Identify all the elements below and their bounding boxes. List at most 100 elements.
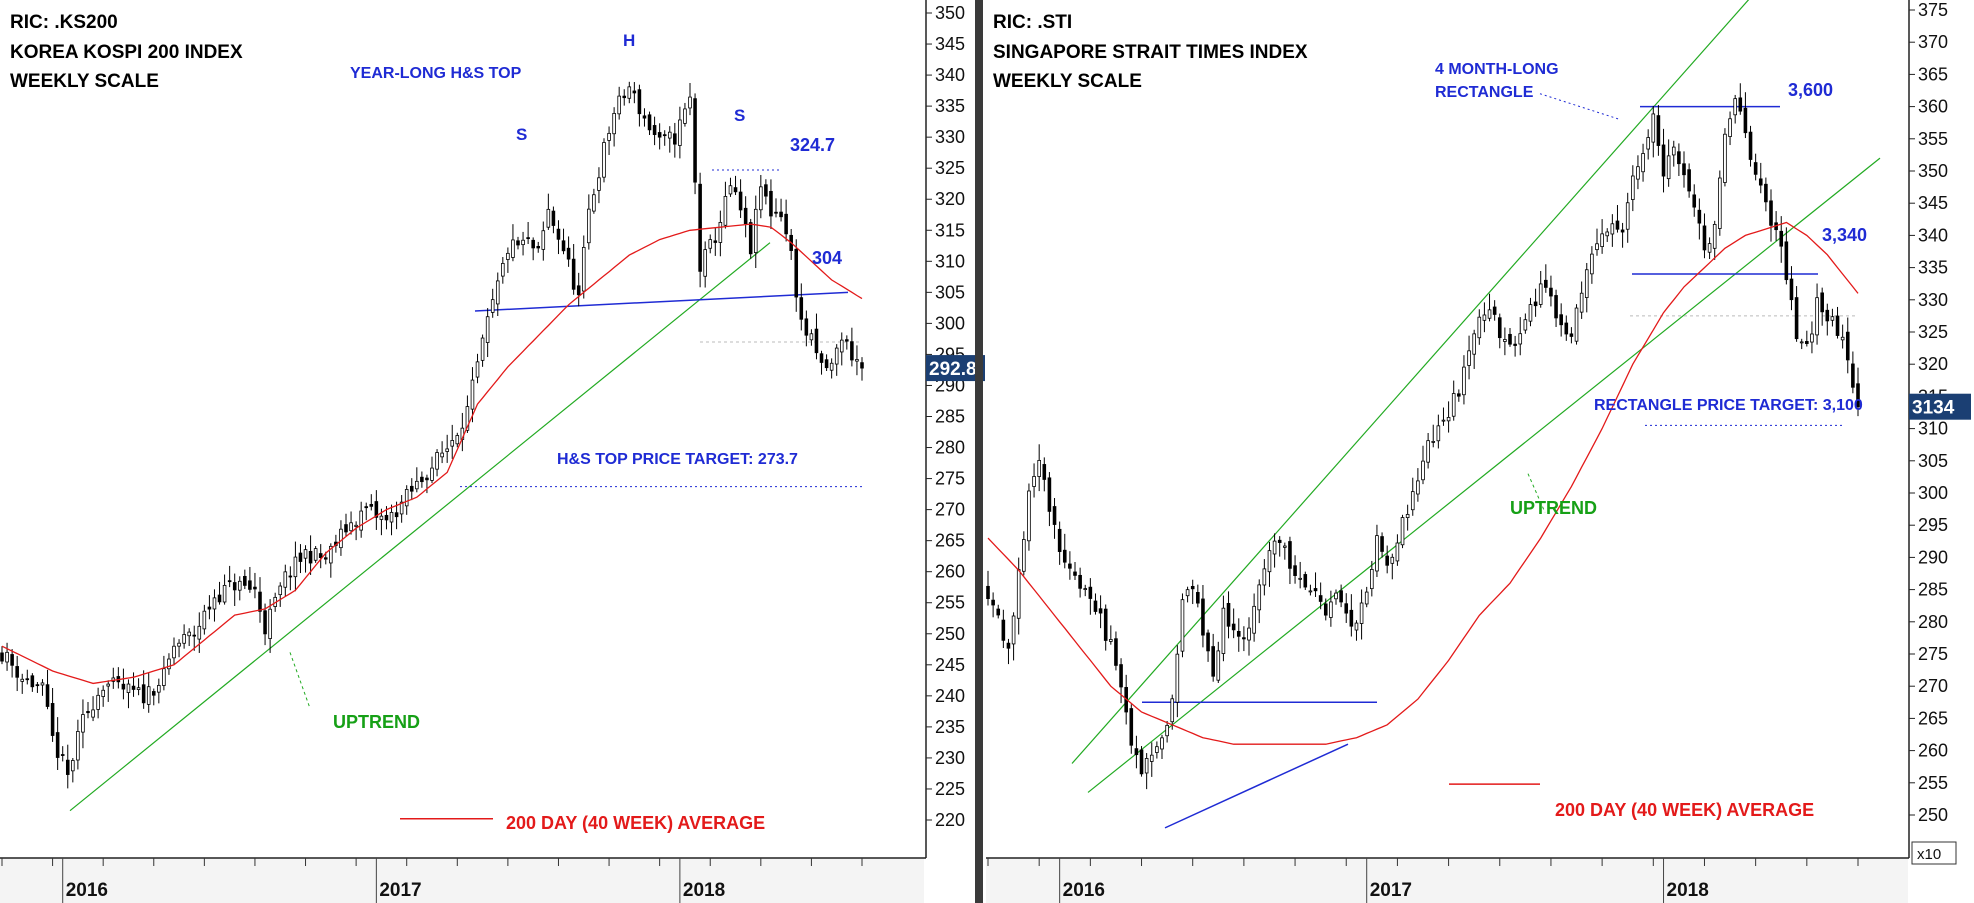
candle-body [465, 406, 470, 431]
y-tick-label: 255 [1918, 773, 1948, 793]
candle-body [258, 591, 262, 612]
right-shoulder-label: S [734, 106, 745, 125]
candle-body [1329, 601, 1333, 618]
candle-body [1799, 341, 1804, 344]
candle-body [597, 177, 601, 191]
pattern-label-line1: 4 MONTH-LONG [1435, 61, 1559, 78]
chart-subtitle: WEEKLY SCALE [10, 71, 159, 92]
candle-body [506, 252, 510, 260]
candle-body [1492, 306, 1497, 315]
candle-body [15, 666, 19, 678]
candle-body [1160, 737, 1164, 750]
candle-body [1134, 748, 1139, 756]
candle-body [1385, 555, 1389, 566]
candle-body [485, 316, 490, 343]
candle-body [1175, 653, 1180, 703]
candle-body [748, 222, 753, 255]
candle-body [470, 379, 475, 410]
y-tick-label: 285 [935, 407, 965, 427]
candle-body [1441, 419, 1446, 422]
candle-body [1431, 441, 1436, 443]
candle-body [126, 683, 131, 693]
candle-body [571, 258, 576, 290]
candle-body [576, 285, 581, 296]
candle-body [1748, 131, 1753, 160]
candle-body [1472, 333, 1476, 355]
candle-body [1682, 163, 1686, 176]
candle-body [445, 448, 449, 452]
candle-body [1165, 724, 1169, 737]
candle-body [632, 90, 637, 94]
candle-body [1236, 630, 1241, 637]
candle-body [1410, 491, 1415, 511]
candle-body [136, 687, 141, 690]
candle-body [845, 339, 849, 342]
candle-body [1810, 333, 1814, 343]
candle-body [1288, 541, 1292, 569]
candle-body [389, 511, 394, 523]
candle-body [536, 245, 541, 249]
candle-body [76, 731, 80, 761]
candle-body [354, 524, 358, 527]
candle-body [986, 585, 990, 600]
candle-body [1503, 339, 1507, 342]
candle-body [1098, 608, 1103, 614]
candle-body [1103, 608, 1108, 641]
candle-body [617, 95, 621, 115]
left-shoulder-label: S [516, 125, 527, 144]
candle-body [612, 113, 616, 135]
x-tick-label: 2017 [1370, 880, 1412, 901]
candle-body [501, 263, 505, 277]
candle-body [1835, 315, 1840, 336]
last-price-label: 292.8 [929, 359, 977, 380]
candle-body [1497, 317, 1502, 339]
candle-body [1605, 231, 1610, 237]
y-tick-label: 295 [1918, 515, 1948, 535]
candle-body [232, 582, 237, 591]
candle-body [1728, 118, 1732, 137]
candle-body [566, 247, 571, 260]
y-tick-label: 280 [935, 438, 965, 458]
candle-body [1421, 460, 1425, 481]
candle-body [1252, 605, 1256, 634]
last-price-label: 3134 [1912, 398, 1955, 419]
candle-body [602, 142, 606, 178]
candle-body [824, 359, 829, 369]
candle-body [288, 575, 293, 578]
candle-body [1359, 602, 1364, 624]
target-label: H&S TOP PRICE TARGET: 273.7 [557, 451, 798, 468]
candle-body [1600, 233, 1604, 247]
x-axis-strip [0, 858, 924, 903]
y-tick-label: 275 [935, 469, 965, 489]
candle-body [141, 684, 146, 704]
y-tick-label: 230 [935, 748, 965, 768]
candle-body [526, 237, 530, 240]
candle-body [71, 760, 75, 772]
candle-body [121, 683, 126, 690]
candle-body [1687, 169, 1691, 192]
candle-body [1830, 316, 1835, 321]
candle-body [1564, 322, 1569, 335]
target-label: RECTANGLE PRICE TARGET: 3,100 [1594, 397, 1863, 414]
chart-subtitle: WEEKLY SCALE [993, 71, 1142, 92]
candle-body [1615, 220, 1620, 230]
candle-body [490, 299, 495, 313]
candle-body [409, 485, 414, 492]
candle-body [202, 610, 207, 630]
candle-body [1718, 177, 1722, 229]
candle-body [1037, 460, 1041, 477]
candle-body [131, 685, 136, 690]
candle-body [187, 631, 191, 637]
candle-body [253, 586, 257, 590]
chart-title: SINGAPORE STRAIT TIMES INDEX [993, 42, 1308, 63]
candle-body [1283, 545, 1287, 548]
candle-body [1779, 230, 1784, 247]
candle-body [1805, 341, 1809, 344]
candle-body [1068, 563, 1072, 569]
candle-body [1267, 550, 1272, 573]
pattern-label-line2: RECTANGLE [1435, 84, 1534, 101]
candle-body [1231, 623, 1236, 631]
candle-body [374, 501, 379, 518]
candle-body [1697, 209, 1702, 224]
